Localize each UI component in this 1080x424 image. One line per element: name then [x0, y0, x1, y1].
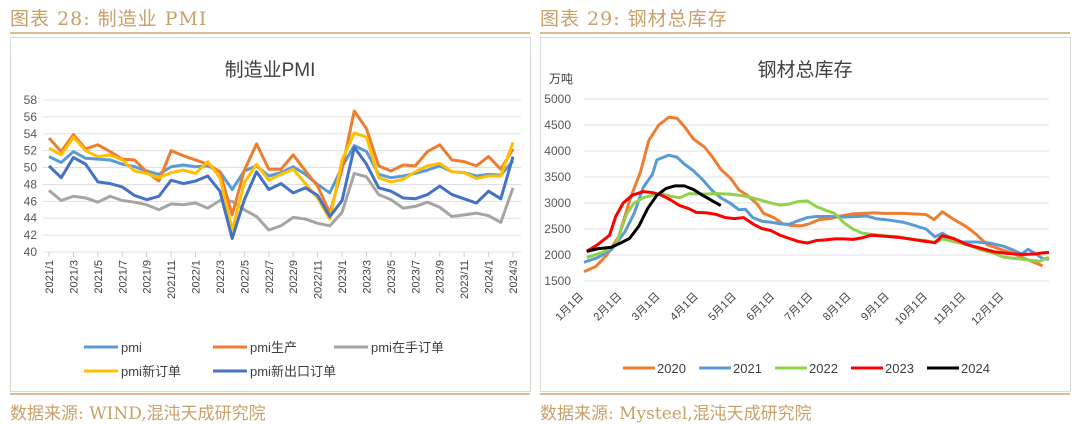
y-tick-label: 2500: [544, 222, 571, 236]
y-tick-label: 4500: [544, 118, 571, 132]
y-tick-label: 54: [24, 127, 38, 141]
series-line-2020: [583, 115, 1044, 274]
x-tick-label: 6月1日: [744, 291, 777, 324]
x-tick-label: 10月1日: [893, 291, 930, 328]
y-tick-label: 3000: [544, 196, 571, 210]
chart-title: 钢材总库存: [757, 59, 852, 81]
y-tick-label: 48: [24, 177, 38, 191]
x-tick-label: 2022/3: [215, 260, 227, 294]
legend-label: 2020: [657, 361, 686, 376]
x-tick-label: 2月1日: [592, 291, 625, 324]
series-line-2024: [586, 184, 722, 253]
x-tick-label: 2023/5: [386, 260, 398, 294]
y-tick-label: 2000: [544, 248, 571, 262]
right-footer-rule: [540, 393, 1070, 395]
left-header-rule: [10, 32, 530, 34]
series-line-pmi在手订单: [48, 171, 515, 232]
y-tick-label: 3500: [544, 170, 571, 184]
y-tick-label: 44: [24, 211, 38, 225]
series-line-2022: [586, 192, 1050, 263]
pmi-chart-frame: 制造业PMI 40 42 44 46 48 50 52 54 56 58 2021/1 2021/3 20…: [10, 37, 531, 392]
x-tick-label: 2021/5: [93, 260, 105, 294]
y-tick-label: 50: [24, 161, 38, 175]
x-tick-label: 2021/9: [142, 260, 154, 294]
legend-label: 2023: [885, 361, 914, 376]
x-tick-label: 2022/9: [288, 260, 300, 294]
y-tick-label: 1500: [544, 274, 571, 288]
left-footer-rule: [10, 393, 530, 395]
x-tick-label: 2022/1: [191, 260, 203, 294]
x-tick-label: 2021/7: [117, 260, 129, 294]
x-tick-label: 7月1日: [783, 291, 816, 324]
steel-inventory-chart-frame: 钢材总库存万吨 1500 2000 2500 3000 3500 4000 4500 5000 1…: [540, 37, 1071, 392]
x-tick-label: 3月1日: [630, 291, 663, 324]
legend-label: 2022: [809, 361, 838, 376]
left-source-note: 数据来源: WIND,混沌天成研究院: [10, 404, 266, 424]
y-tick-label: 42: [24, 228, 38, 242]
x-tick-label: 11月1日: [932, 291, 968, 327]
legend-label: pmi新订单: [121, 364, 181, 379]
legend-label: pmi新出口订单: [250, 364, 336, 379]
x-tick-label: 2022/7: [264, 260, 276, 294]
x-tick-label: 2023/3: [361, 260, 373, 294]
y-axis-unit: 万吨: [549, 72, 573, 86]
legend-label: 2021: [733, 361, 762, 376]
series-line-2021: [583, 153, 1050, 264]
x-tick-label: 2023/7: [410, 260, 422, 294]
x-tick-label: 1月1日: [553, 291, 586, 324]
x-tick-label: 2021/1: [44, 260, 56, 294]
legend-label: 2024: [961, 361, 990, 376]
pmi-chart: 制造业PMI 40 42 44 46 48 50 52 54 56 58 2021/1 2021/3 20…: [24, 59, 521, 379]
x-tick-label: 2022/5: [239, 260, 251, 294]
legend-label: pmi: [121, 340, 142, 355]
y-tick-label: 56: [24, 110, 38, 124]
left-figure-header: 图表 28: 制造业 PMI: [10, 8, 208, 30]
chart-title: 制造业PMI: [225, 59, 316, 81]
x-tick-label: 5月1日: [706, 291, 739, 324]
y-tick-label: 4000: [544, 144, 571, 158]
series-line-pmi新订单: [48, 131, 515, 232]
x-tick-label: 9月1日: [859, 291, 892, 324]
y-tick-label: 46: [24, 194, 38, 208]
series-line-pmi生产: [47, 109, 515, 217]
y-tick-label: 40: [24, 245, 38, 259]
x-tick-label: 2021/3: [68, 260, 80, 294]
legend-label: pmi在手订单: [371, 340, 444, 355]
y-tick-label: 58: [24, 93, 38, 107]
x-tick-label: 2022/11: [313, 260, 325, 299]
x-tick-label: 2023/11: [459, 260, 471, 299]
right-header-rule: [540, 32, 1070, 34]
right-figure-header: 图表 29: 钢材总库存: [540, 8, 728, 30]
legend-label: pmi生产: [250, 340, 297, 355]
x-tick-label: 2023/1: [337, 260, 349, 294]
right-source-note: 数据来源: Mysteel,混沌天成研究院: [540, 404, 812, 424]
x-tick-label: 4月1日: [668, 291, 701, 324]
x-tick-label: 2024/3: [508, 260, 520, 294]
x-tick-label: 2021/11: [166, 260, 178, 299]
x-tick-label: 2023/9: [435, 260, 447, 294]
series-line-2023: [585, 190, 1050, 256]
y-tick-label: 52: [24, 144, 38, 158]
series-line-pmi新出口订单: [47, 145, 515, 240]
x-tick-label: 2024/1: [484, 260, 496, 294]
x-tick-label: 12月1日: [969, 291, 1006, 328]
x-tick-label: 8月1日: [821, 291, 854, 324]
y-tick-label: 5000: [544, 92, 571, 106]
